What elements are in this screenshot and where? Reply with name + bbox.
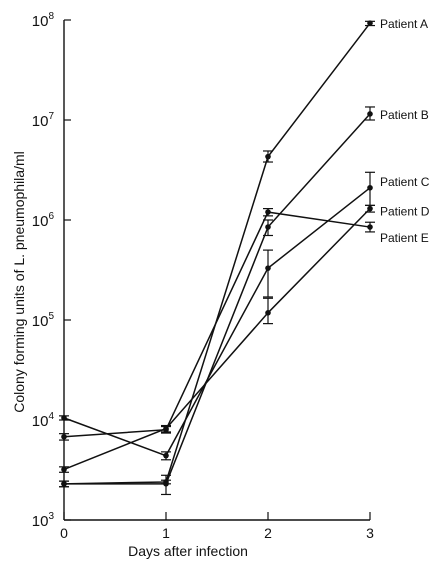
data-point [61, 481, 67, 487]
data-point [367, 111, 373, 117]
data-point [163, 426, 169, 433]
series-line-patient-c [63, 187, 371, 457]
data-point [265, 265, 271, 271]
y-tick-label: 106 [32, 211, 55, 230]
y-tick-label: 104 [32, 411, 55, 430]
data-point [265, 310, 271, 316]
x-ticks: 0 1 2 3 [60, 512, 374, 541]
data-point [61, 415, 67, 421]
x-axis-label: Days after infection [128, 543, 248, 559]
axes [63, 20, 370, 521]
data-point [367, 20, 373, 26]
series-patient-a: Patient A [59, 17, 428, 488]
data-point [163, 481, 169, 487]
error-bar [263, 249, 273, 298]
series-label-patient-e: Patient E [380, 231, 429, 245]
series-line-patient-a [63, 22, 371, 485]
data-point [265, 209, 271, 215]
series-label-patient-d: Patient D [380, 205, 430, 219]
data-point [367, 205, 373, 212]
y-tick-label: 103 [32, 511, 55, 530]
series-label-patient-b: Patient B [380, 108, 429, 122]
y-axis-label: Colony forming units of L. pneumophila/m… [11, 151, 27, 412]
data-point [163, 452, 169, 459]
series-patient-d: Patient D [59, 205, 430, 473]
series-label-patient-c: Patient C [380, 175, 430, 189]
series-patient-c: Patient C [59, 171, 430, 461]
series-label-patient-a: Patient A [380, 17, 428, 31]
x-tick-label: 2 [264, 525, 272, 541]
series-group: Patient A Patient B Patient C Patient D Pati… [59, 17, 430, 496]
x-tick-label: 3 [366, 525, 374, 541]
data-point [265, 153, 271, 160]
series-patient-e: Patient E [59, 208, 429, 441]
x-tick-label: 0 [60, 525, 68, 541]
y-tick-label: 105 [32, 311, 55, 330]
series-line-patient-e [63, 211, 371, 438]
data-point [61, 466, 67, 473]
series-line-patient-b [64, 113, 371, 485]
series-line-patient-d [63, 208, 371, 471]
x-tick-label: 1 [162, 525, 170, 541]
data-point [367, 184, 373, 191]
data-point [61, 433, 67, 440]
y-tick-label: 107 [32, 111, 55, 130]
y-ticks: 103 104 105 106 107 108 [32, 11, 71, 530]
data-point [265, 224, 271, 230]
data-point [367, 224, 373, 230]
y-tick-label: 108 [32, 11, 55, 30]
